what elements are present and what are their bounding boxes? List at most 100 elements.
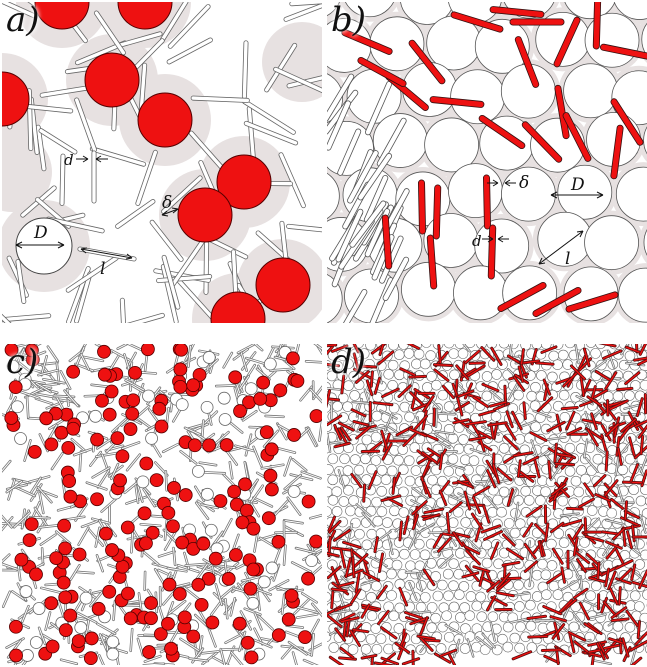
- red-rod: [408, 428, 427, 437]
- white-disk: [634, 390, 646, 402]
- red-rod: [534, 523, 548, 537]
- rod: [253, 446, 262, 467]
- white-disk: [557, 164, 613, 220]
- red-disk: [177, 187, 233, 243]
- rod: [253, 531, 259, 553]
- rod: [126, 454, 141, 471]
- red-disk: [213, 494, 228, 508]
- red-rod: [466, 550, 481, 565]
- rod: [339, 594, 347, 612]
- rod: [51, 452, 63, 470]
- red-rod: [328, 516, 336, 532]
- rod: [408, 532, 418, 550]
- red-disk: [196, 536, 211, 551]
- rod: [160, 2, 188, 42]
- white-disk: [388, 344, 399, 351]
- red-disk: [216, 154, 272, 210]
- rod: [585, 518, 600, 532]
- red-rod: [449, 502, 462, 513]
- white-disk: [635, 495, 647, 507]
- white-disk: [327, 172, 340, 220]
- rod: [625, 543, 641, 556]
- white-disk: [376, 465, 388, 476]
- red-rod: [395, 642, 410, 654]
- red-rod: [471, 513, 483, 530]
- red-rod: [438, 344, 442, 364]
- red-rod: [403, 516, 409, 535]
- rod: [314, 344, 322, 350]
- red-rod: [517, 460, 522, 478]
- red-rod: [615, 559, 633, 570]
- red-disk: [259, 425, 274, 439]
- red-disk: [186, 629, 201, 644]
- rod: [179, 638, 199, 651]
- white-disk: [393, 623, 405, 634]
- white-disk: [11, 400, 24, 414]
- red-disk: [102, 407, 117, 422]
- red-rod: [373, 401, 393, 406]
- rod: [529, 567, 533, 587]
- red-disk: [166, 519, 180, 534]
- red-rod: [502, 534, 515, 546]
- red-rod: [339, 613, 355, 622]
- rod: [2, 314, 11, 323]
- red-rod: [413, 415, 428, 431]
- rod: [135, 485, 139, 504]
- disk-diameter-label: D: [570, 175, 585, 195]
- red-disk: [177, 610, 192, 625]
- red-disk: [164, 641, 178, 656]
- rod: [370, 556, 388, 567]
- red-rod: [327, 346, 334, 355]
- rod: [208, 628, 217, 647]
- red-rod: [417, 635, 436, 640]
- white-disk: [562, 359, 574, 370]
- red-disk: [120, 520, 135, 535]
- red-rod: [593, 2, 601, 49]
- red-rod: [399, 587, 408, 606]
- rod: [296, 606, 319, 613]
- red-rod: [541, 346, 557, 354]
- red-disk: [174, 344, 189, 357]
- white-disk: [343, 380, 354, 391]
- red-disk: [121, 586, 135, 601]
- rod: [219, 586, 235, 600]
- red-rod: [616, 387, 633, 391]
- white-disk: [459, 602, 470, 613]
- red-rod: [511, 411, 522, 430]
- white-disk: [371, 580, 382, 592]
- red-disk: [298, 630, 312, 645]
- red-rod: [573, 640, 589, 653]
- rod: [40, 85, 97, 97]
- rod: [290, 474, 313, 481]
- rod: [260, 638, 278, 643]
- rod: [640, 454, 647, 473]
- white-disk: [491, 369, 502, 380]
- red-rod: [408, 344, 420, 350]
- white-disk: [448, 163, 503, 219]
- white-disk: [471, 600, 483, 612]
- red-disk: [153, 627, 168, 641]
- rod: [60, 154, 65, 206]
- white-disk: [563, 63, 618, 119]
- red-rod: [555, 85, 569, 139]
- rod: [447, 462, 465, 470]
- white-disk: [447, 453, 459, 465]
- red-disk: [246, 562, 261, 577]
- rod: [161, 264, 178, 323]
- red-rod: [558, 599, 573, 614]
- rod: [13, 512, 31, 528]
- red-rod: [596, 642, 605, 660]
- red-rod: [424, 639, 440, 642]
- white-disk: [327, 274, 343, 323]
- white-disk: [442, 568, 454, 580]
- rod: [162, 590, 176, 605]
- red-disk: [84, 52, 140, 108]
- red-rod: [587, 429, 599, 446]
- red-rod: [353, 368, 372, 379]
- rod: [96, 554, 104, 572]
- red-rod: [377, 351, 394, 365]
- red-rod: [327, 344, 337, 347]
- rod: [225, 449, 238, 466]
- red-rod: [345, 558, 351, 578]
- white-disk: [191, 464, 205, 478]
